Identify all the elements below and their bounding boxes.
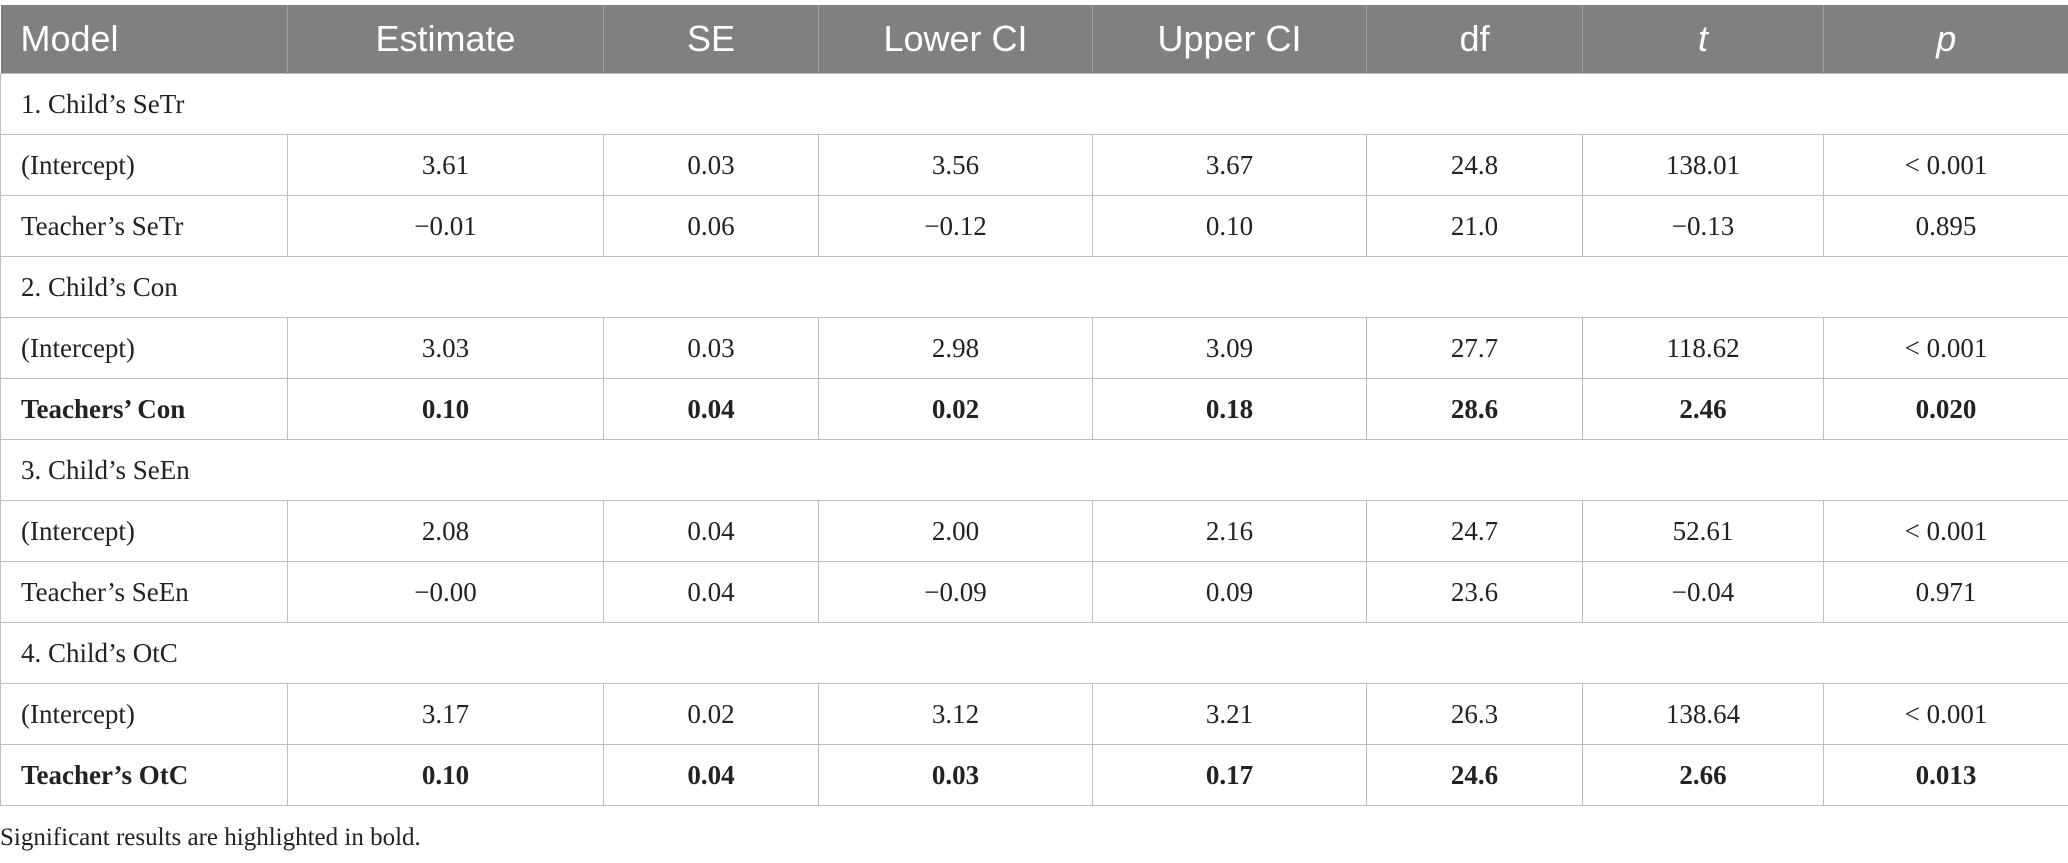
header-model: Model	[0, 5, 288, 74]
section-label: 1. Child’s SeTr	[0, 73, 2068, 135]
df-cell: 24.6	[1366, 744, 1583, 806]
lower-ci-cell: 0.03	[818, 744, 1093, 806]
se-cell: 0.04	[603, 561, 819, 623]
upper-ci-cell: 0.10	[1092, 195, 1367, 257]
p-cell: 0.020	[1823, 378, 2068, 440]
table-row: (Intercept) 2.08 0.04 2.00 2.16 24.7 52.61 < 0.…	[0, 500, 2068, 562]
table-row: (Intercept) 3.61 0.03 3.56 3.67 24.8 138.01 < 0…	[0, 134, 2068, 196]
p-cell: 0.971	[1823, 561, 2068, 623]
upper-ci-cell: 3.09	[1092, 317, 1367, 379]
t-cell: 118.62	[1582, 317, 1824, 379]
header-t: t	[1582, 5, 1824, 74]
upper-ci-cell: 0.09	[1092, 561, 1367, 623]
row-label: (Intercept)	[0, 134, 288, 196]
results-table: Model Estimate SE Lower CI Upper CI df t…	[0, 5, 2068, 806]
lower-ci-cell: 3.56	[818, 134, 1093, 196]
table-footnote: Significant results are highlighted in b…	[0, 824, 421, 851]
header-lower-ci: Lower CI	[818, 5, 1093, 74]
df-cell: 24.7	[1366, 500, 1583, 562]
row-label: (Intercept)	[0, 683, 288, 745]
section-label: 3. Child’s SeEn	[0, 439, 2068, 501]
p-cell: < 0.001	[1823, 683, 2068, 745]
df-cell: 27.7	[1366, 317, 1583, 379]
table-row: (Intercept) 3.03 0.03 2.98 3.09 27.7 118.62 < 0…	[0, 317, 2068, 379]
se-cell: 0.02	[603, 683, 819, 745]
se-cell: 0.03	[603, 317, 819, 379]
row-label: Teacher’s SeEn	[0, 561, 288, 623]
row-label: Teacher’s OtC	[0, 744, 288, 806]
se-cell: 0.04	[603, 744, 819, 806]
t-cell: 52.61	[1582, 500, 1824, 562]
estimate-cell: 3.03	[287, 317, 604, 379]
section-row: 4. Child’s OtC	[0, 622, 2068, 684]
header-df: df	[1366, 5, 1583, 74]
header-estimate: Estimate	[287, 5, 604, 74]
section-label: 2. Child’s Con	[0, 256, 2068, 318]
p-cell: < 0.001	[1823, 500, 2068, 562]
table-row: Teachers’ Con 0.10 0.04 0.02 0.18 28.6 2.46 0.0…	[0, 378, 2068, 440]
t-cell: 138.01	[1582, 134, 1824, 196]
section-row: 1. Child’s SeTr	[0, 73, 2068, 135]
t-cell: −0.04	[1582, 561, 1824, 623]
table-row: Teacher’s SeTr −0.01 0.06 −0.12 0.10 21.0 −0.1…	[0, 195, 2068, 257]
section-row: 2. Child’s Con	[0, 256, 2068, 318]
se-cell: 0.03	[603, 134, 819, 196]
section-label: 4. Child’s OtC	[0, 622, 2068, 684]
se-cell: 0.04	[603, 378, 819, 440]
lower-ci-cell: −0.09	[818, 561, 1093, 623]
lower-ci-cell: 3.12	[818, 683, 1093, 745]
section-row: 3. Child’s SeEn	[0, 439, 2068, 501]
header-row: Model Estimate SE Lower CI Upper CI df t…	[0, 5, 2068, 74]
row-label: (Intercept)	[0, 317, 288, 379]
p-cell: 0.895	[1823, 195, 2068, 257]
upper-ci-cell: 3.67	[1092, 134, 1367, 196]
upper-ci-cell: 0.18	[1092, 378, 1367, 440]
upper-ci-cell: 2.16	[1092, 500, 1367, 562]
lower-ci-cell: 2.00	[818, 500, 1093, 562]
lower-ci-cell: 2.98	[818, 317, 1093, 379]
p-cell: < 0.001	[1823, 134, 2068, 196]
lower-ci-cell: −0.12	[818, 195, 1093, 257]
df-cell: 28.6	[1366, 378, 1583, 440]
table-header: Model Estimate SE Lower CI Upper CI df t…	[0, 5, 2068, 74]
row-label: (Intercept)	[0, 500, 288, 562]
df-cell: 23.6	[1366, 561, 1583, 623]
df-cell: 24.8	[1366, 134, 1583, 196]
estimate-cell: 2.08	[287, 500, 604, 562]
estimate-cell: 3.61	[287, 134, 604, 196]
estimate-cell: −0.01	[287, 195, 604, 257]
t-cell: 2.66	[1582, 744, 1824, 806]
df-cell: 26.3	[1366, 683, 1583, 745]
header-p: p	[1823, 5, 2068, 74]
row-label: Teacher’s SeTr	[0, 195, 288, 257]
t-cell: 2.46	[1582, 378, 1824, 440]
upper-ci-cell: 3.21	[1092, 683, 1367, 745]
row-label: Teachers’ Con	[0, 378, 288, 440]
header-se: SE	[603, 5, 819, 74]
results-table-container: Model Estimate SE Lower CI Upper CI df t…	[0, 5, 2068, 806]
estimate-cell: −0.00	[287, 561, 604, 623]
estimate-cell: 3.17	[287, 683, 604, 745]
table-row: Teacher’s SeEn −0.00 0.04 −0.09 0.09 23.6 −0.0…	[0, 561, 2068, 623]
header-upper-ci: Upper CI	[1092, 5, 1367, 74]
t-cell: −0.13	[1582, 195, 1824, 257]
se-cell: 0.04	[603, 500, 819, 562]
df-cell: 21.0	[1366, 195, 1583, 257]
estimate-cell: 0.10	[287, 378, 604, 440]
lower-ci-cell: 0.02	[818, 378, 1093, 440]
estimate-cell: 0.10	[287, 744, 604, 806]
p-cell: < 0.001	[1823, 317, 2068, 379]
upper-ci-cell: 0.17	[1092, 744, 1367, 806]
table-row: Teacher’s OtC 0.10 0.04 0.03 0.17 24.6 2.66 0.0…	[0, 744, 2068, 806]
p-cell: 0.013	[1823, 744, 2068, 806]
table-body: 1. Child’s SeTr (Intercept) 3.61 0.03 3.56 3.…	[0, 73, 2068, 806]
t-cell: 138.64	[1582, 683, 1824, 745]
se-cell: 0.06	[603, 195, 819, 257]
table-row: (Intercept) 3.17 0.02 3.12 3.21 26.3 138.64 < 0…	[0, 683, 2068, 745]
